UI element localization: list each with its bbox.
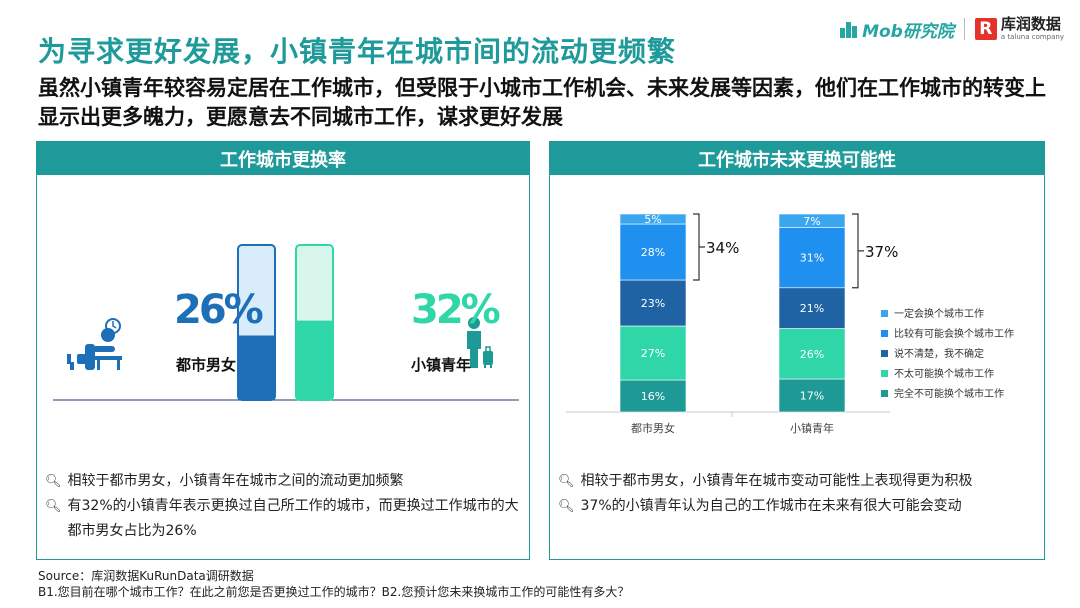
segment-value-label: 7% [803, 215, 820, 228]
legend-label: 一定会换个城市工作 [894, 307, 984, 320]
mob-logo-icon [840, 20, 858, 38]
stacked-bar-segment [778, 213, 846, 228]
kurun-logo-text: 库润数据 [1000, 15, 1061, 33]
source-line: Source：库润数据KuRunData调研数据 [38, 569, 254, 583]
note-item: 🔍︎ 有32%的小镇青年表示更换过自己所工作的城市，而更换过工作城市的大都市男女… [45, 494, 521, 544]
change-rate-panel: 工作城市更换率 26% 都市男女 32% 小镇青年 [36, 141, 530, 560]
segment-value-label: 17% [800, 390, 824, 403]
survey-question-line: B1.您目前在哪个城市工作？在此之前您是否更换过工作的城市？B2.您预计您未来换… [38, 585, 630, 599]
legend-swatch [881, 390, 888, 397]
bar [296, 320, 333, 400]
page-title: 为寻求更好发展，小镇青年在城市间的流动更频繁 [38, 35, 677, 68]
bar-category-label: 都市男女 [175, 356, 236, 374]
future-change-chart: 16% 27% 23% 28% 5% 都市男女 34% 17% 26% 21% 31% 7% 小镇青年 3… [566, 213, 1014, 435]
note-text: 相较于都市男女，小镇青年在城市之间的流动更加频繁 [67, 473, 404, 489]
stacked-bar-segment [778, 328, 846, 380]
segment-value-label: 28% [641, 246, 665, 259]
magnifier-icon: 🔍︎ [45, 499, 62, 514]
source-note: Source：库润数据KuRunData调研数据 B1.您目前在哪个城市工作？在… [38, 568, 629, 600]
bracket [852, 213, 864, 289]
segment-value-label: 16% [641, 390, 665, 403]
note-text: 相较于都市男女，小镇青年在城市变动可能性上表现得更为积极 [580, 473, 973, 489]
kurun-logo-icon: R [974, 18, 997, 40]
magnifier-icon: 🔍︎ [558, 474, 575, 489]
office-worker-icon [67, 318, 122, 370]
legend-label: 完全不可能换个城市工作 [894, 387, 1004, 400]
bracket [693, 213, 705, 281]
change-rate-notes: 🔍︎ 相较于都市男女，小镇青年在城市之间的流动更加频繁 🔍︎ 有32%的小镇青年… [45, 469, 521, 544]
kurun-logo-subtext: a taluna company [1000, 33, 1064, 41]
future-change-panel: 工作城市未来更换可能性 16% 27% 23% 28% 5% 都市男女 34% 17% 26% 2… [549, 141, 1045, 560]
legend-label: 不太可能换个城市工作 [894, 367, 994, 380]
stacked-bar-segment [778, 287, 846, 329]
legend-swatch [881, 370, 888, 377]
change-rate-panel-title: 工作城市更换率 [37, 142, 529, 175]
segment-value-label: 27% [641, 347, 665, 360]
traveler-icon [467, 317, 493, 368]
bracket-value-label: 34% [706, 239, 739, 257]
segment-value-label: 23% [641, 297, 665, 310]
stacked-bar-segment [778, 378, 846, 413]
future-change-notes: 🔍︎ 相较于都市男女，小镇青年在城市变动可能性上表现得更为积极 🔍︎ 37%的小… [558, 469, 1036, 519]
kurun-logo: R 库润数据 a taluna company [974, 15, 1064, 41]
stacked-bar-segment [619, 213, 687, 225]
legend-label: 说不清楚，我不确定 [894, 347, 984, 360]
segment-value-label: 26% [800, 348, 824, 361]
future-change-panel-title: 工作城市未来更换可能性 [550, 142, 1044, 175]
legend-swatch [881, 330, 888, 337]
logo-group: Mob研究院 R 库润数据 a taluna company [840, 14, 1064, 44]
stacked-bar-segment [619, 325, 687, 381]
legend-label: 比较有可能会换个城市工作 [894, 327, 1014, 340]
category-label: 都市男女 [631, 421, 675, 435]
segment-value-label: 31% [800, 252, 824, 265]
bar-category-label: 小镇青年 [411, 356, 471, 374]
note-text: 有32%的小镇青年表示更换过自己所工作的城市，而更换过工作城市的大都市男女占比为… [67, 498, 519, 539]
legend-swatch [881, 310, 888, 317]
stacked-bar-segment [619, 379, 687, 413]
logo-divider [963, 18, 965, 40]
bracket-value-label: 37% [865, 243, 898, 261]
mob-logo-text: Mob研究院 [862, 21, 954, 42]
note-item: 🔍︎ 相较于都市男女，小镇青年在城市变动可能性上表现得更为积极 [558, 469, 1036, 494]
mob-logo: Mob研究院 [840, 17, 954, 42]
note-item: 🔍︎ 相较于都市男女，小镇青年在城市之间的流动更加频繁 [45, 469, 521, 494]
magnifier-icon: 🔍︎ [45, 474, 62, 489]
note-text: 37%的小镇青年认为自己的工作城市在未来有很大可能会变动 [580, 498, 962, 514]
segment-value-label: 21% [800, 302, 824, 315]
stacked-bar-segment [778, 227, 846, 289]
bar-value-label: 32% [411, 287, 500, 333]
bar-value-label: 26% [174, 287, 263, 333]
segment-value-label: 5% [644, 213, 661, 226]
category-label: 小镇青年 [790, 421, 834, 435]
change-rate-chart: 26% 都市男女 32% 小镇青年 [53, 244, 519, 401]
page-subtitle: 虽然小镇青年较容易定居在工作城市，但受限于小城市工作机会、未来发展等因素，他们在… [38, 76, 1046, 129]
bar [238, 335, 275, 400]
legend-swatch [881, 350, 888, 357]
note-item: 🔍︎ 37%的小镇青年认为自己的工作城市在未来有很大可能会变动 [558, 494, 1036, 519]
magnifier-icon: 🔍︎ [558, 499, 575, 514]
